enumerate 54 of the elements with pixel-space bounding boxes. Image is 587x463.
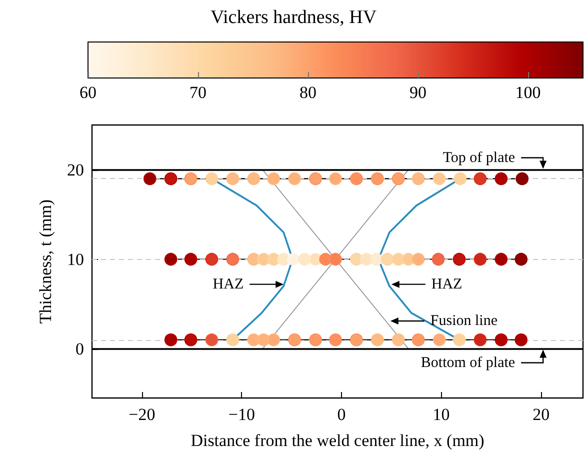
annotation: Top of plate xyxy=(442,150,516,166)
x-tick-label: 10 xyxy=(432,405,450,424)
color-bar-label: 100 xyxy=(515,83,541,102)
point xyxy=(143,172,156,186)
point xyxy=(184,333,198,346)
point xyxy=(392,333,405,346)
annotation: HAZ xyxy=(431,276,462,292)
y-tick-label: 10 xyxy=(67,250,84,269)
point xyxy=(474,172,487,186)
point xyxy=(516,172,529,186)
point xyxy=(494,252,508,266)
x-tick-label: 20 xyxy=(532,405,550,424)
point xyxy=(432,252,445,266)
color-bar-label: 80 xyxy=(300,83,316,102)
point xyxy=(287,252,300,266)
annotation: HAZ xyxy=(212,276,244,292)
point xyxy=(514,252,528,266)
point xyxy=(226,252,240,266)
y-tick-label: 0 xyxy=(76,339,84,358)
point xyxy=(164,333,178,346)
point xyxy=(205,333,218,346)
point xyxy=(381,252,394,266)
point xyxy=(164,172,178,186)
point xyxy=(164,252,178,266)
color-bar-label: 90 xyxy=(410,83,426,102)
point xyxy=(474,333,487,346)
point xyxy=(412,172,425,186)
point xyxy=(205,252,218,266)
point xyxy=(474,252,487,266)
point xyxy=(514,333,528,346)
point xyxy=(247,172,260,186)
y-tick-label: 20 xyxy=(67,160,84,180)
point xyxy=(350,172,363,186)
annotation: Fusion line xyxy=(430,313,498,330)
point xyxy=(226,172,240,186)
x-tick-label: −20 xyxy=(128,405,156,424)
point xyxy=(329,252,342,266)
point xyxy=(494,333,508,346)
point xyxy=(370,252,383,266)
point xyxy=(309,333,322,346)
color-bar-label: 70 xyxy=(190,83,206,102)
point xyxy=(298,252,311,266)
x-axis-title: Distance from the weld center line, x (mm) xyxy=(190,431,484,450)
point xyxy=(412,333,425,346)
color-bar-title: Vickers hardness, HV xyxy=(210,7,377,28)
annotation: Bottom of plate xyxy=(420,354,516,371)
color-bar-label: 60 xyxy=(80,83,96,102)
y-axis-title: Thickness, t (mm) xyxy=(36,199,55,324)
point xyxy=(267,333,280,346)
x-tick-label: 0 xyxy=(337,405,346,424)
point xyxy=(432,333,446,346)
x-tick-label: −10 xyxy=(228,405,255,424)
point xyxy=(452,252,466,266)
point xyxy=(329,333,342,346)
